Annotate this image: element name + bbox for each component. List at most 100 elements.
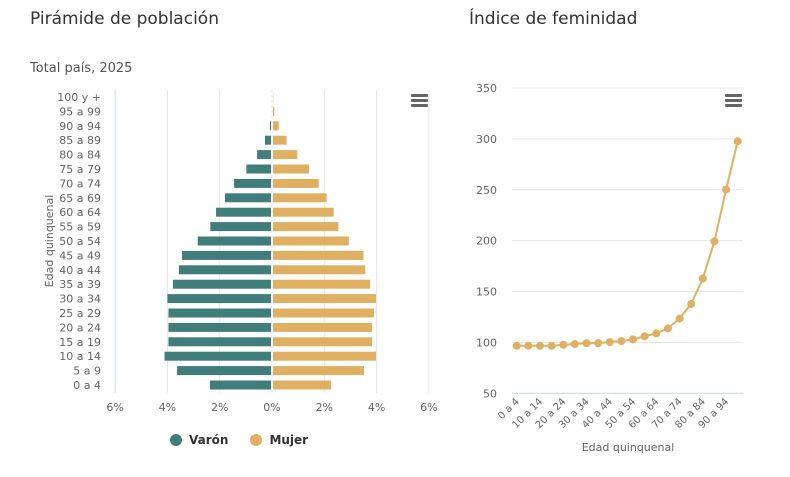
bar-male <box>216 207 271 217</box>
feminity-data-point <box>617 337 626 346</box>
bar-female <box>273 106 275 116</box>
line-ytick-label: 300 <box>476 133 497 146</box>
legend-marker-female <box>250 434 263 446</box>
feminity-data-point <box>524 341 533 350</box>
bar-male <box>172 279 271 289</box>
pyramid-ytick-label: 85 a 89 <box>59 134 101 147</box>
pyramid-ytick-label: 65 a 69 <box>59 192 101 205</box>
pyramid-ytick-label: 50 a 54 <box>59 235 101 248</box>
bar-female <box>273 121 279 131</box>
pyramid-xtick-label: 0% <box>263 401 280 414</box>
feminity-data-point <box>698 274 707 283</box>
pyramid-ytick-label: 90 a 94 <box>59 120 101 133</box>
pyramid-subtitle: Total país, 2025 <box>30 61 133 76</box>
bar-female <box>273 207 334 217</box>
feminity-data-point <box>547 341 556 350</box>
pyramid-xtick-label: 2% <box>316 401 333 414</box>
bar-male <box>224 193 271 203</box>
bar-female <box>273 236 349 246</box>
bar-male <box>168 337 271 347</box>
pyramid-ylabel: Edad quinquenal <box>43 195 56 288</box>
pyramid-ytick-label: 100 y + <box>57 91 101 104</box>
legend-label-female: Mujer <box>269 433 309 447</box>
pyramid-ytick-label: 15 a 19 <box>59 336 101 349</box>
pyramid-xtick-label: 6% <box>420 401 437 414</box>
bar-female <box>273 337 373 347</box>
bar-male <box>164 351 271 361</box>
pyramid-xtick-label: 4% <box>159 401 176 414</box>
pyramid-menu-button[interactable] <box>411 94 428 107</box>
line-ytick-label: 150 <box>476 286 497 299</box>
menu-bar <box>411 99 428 102</box>
legend-label-male: Varón <box>189 433 229 447</box>
feminity-data-point <box>535 341 544 350</box>
bar-female <box>273 250 364 260</box>
pyramid-xtick-label: 2% <box>211 401 228 414</box>
bar-female <box>273 279 371 289</box>
pyramid-ytick-label: 0 a 4 <box>73 379 101 392</box>
bar-male <box>210 380 271 390</box>
feminity-data-point <box>605 338 614 347</box>
feminity-data-point <box>710 237 719 246</box>
pyramid-ytick-label: 10 a 14 <box>59 350 101 363</box>
feminity-data-point <box>722 185 731 194</box>
bar-male <box>210 222 271 232</box>
menu-bar <box>725 104 742 107</box>
menu-bar <box>411 94 428 97</box>
menu-bar <box>411 104 428 107</box>
pyramid-xtick-label: 4% <box>368 401 385 414</box>
feminity-data-point <box>675 314 684 323</box>
pyramid-ytick-label: 75 a 79 <box>59 163 101 176</box>
pyramid-xtick-label: 6% <box>106 401 123 414</box>
pyramid-ytick-label: 30 a 34 <box>59 293 101 306</box>
pyramid-ytick-label: 45 a 49 <box>59 249 101 262</box>
pyramid-ytick-label: 55 a 59 <box>59 221 101 234</box>
legend-item-male[interactable]: Varón <box>170 433 228 447</box>
feminity-menu-button[interactable] <box>725 94 742 107</box>
bar-male <box>168 322 271 332</box>
bar-male <box>178 265 271 275</box>
bar-male <box>234 178 271 188</box>
feminity-data-point <box>733 137 742 146</box>
line-xlabel: Edad quinquenal <box>582 441 675 454</box>
pyramid-ytick-label: 80 a 84 <box>59 149 101 162</box>
line-ytick-label: 200 <box>476 235 497 248</box>
bar-female <box>273 222 339 232</box>
bar-female <box>273 178 319 188</box>
menu-bar <box>725 94 742 97</box>
line-ytick-label: 100 <box>476 336 497 349</box>
feminity-data-point <box>559 340 568 349</box>
bar-male <box>269 121 271 131</box>
feminity-data-point <box>582 339 591 348</box>
pyramid-ytick-label: 95 a 99 <box>59 105 101 118</box>
bar-female <box>273 164 310 174</box>
feminity-data-point <box>640 332 649 341</box>
bar-female <box>273 150 298 160</box>
feminity-title: Índice de feminidad <box>469 9 638 29</box>
pyramid-legend: Varón Mujer <box>170 433 308 447</box>
pyramid-ytick-label: 40 a 44 <box>59 264 101 277</box>
pyramid-ytick-label: 35 a 39 <box>59 278 101 291</box>
feminity-data-point <box>570 340 579 349</box>
feminity-data-point <box>512 341 521 350</box>
bar-female <box>273 265 366 275</box>
bar-female <box>273 322 373 332</box>
feminity-data-point <box>594 339 603 348</box>
bar-male <box>167 294 271 304</box>
feminity-data-point <box>687 299 696 308</box>
bar-male <box>177 366 271 376</box>
pyramid-ytick-label: 5 a 9 <box>73 365 101 378</box>
pyramid-title: Pirámide de población <box>30 9 219 29</box>
pyramid-ytick-label: 25 a 29 <box>59 307 101 320</box>
feminity-series-line <box>516 140 739 347</box>
legend-item-female[interactable]: Mujer <box>250 433 308 447</box>
feminity-data-point <box>663 324 672 333</box>
bar-male <box>168 308 271 318</box>
bar-male <box>257 150 271 160</box>
line-ytick-label: 50 <box>483 387 497 400</box>
feminity-data-point <box>629 335 638 344</box>
pyramid-ytick-label: 70 a 74 <box>59 177 101 190</box>
pyramid-ytick-label: 20 a 24 <box>59 321 101 334</box>
menu-bar <box>725 99 742 102</box>
